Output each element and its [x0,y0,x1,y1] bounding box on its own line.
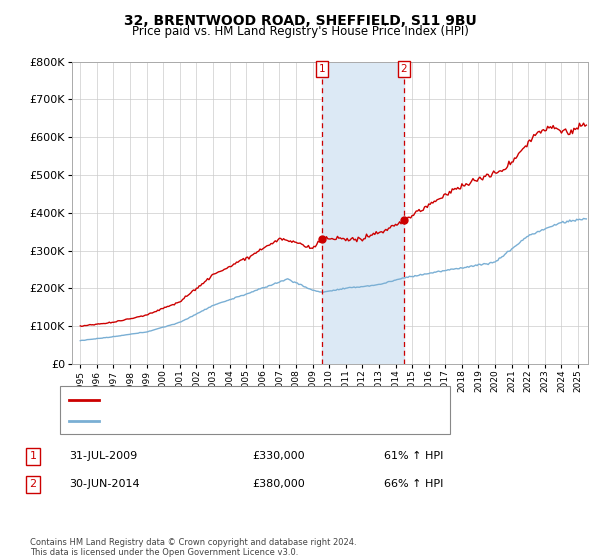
Text: Contains HM Land Registry data © Crown copyright and database right 2024.
This d: Contains HM Land Registry data © Crown c… [30,538,356,557]
Text: 61% ↑ HPI: 61% ↑ HPI [384,451,443,461]
Text: 30-JUN-2014: 30-JUN-2014 [69,479,140,489]
Text: 2: 2 [29,479,37,489]
Bar [322,62,404,364]
Text: Price paid vs. HM Land Registry's House Price Index (HPI): Price paid vs. HM Land Registry's House … [131,25,469,38]
Text: 32, BRENTWOOD ROAD, SHEFFIELD, S11 9BU: 32, BRENTWOOD ROAD, SHEFFIELD, S11 9BU [124,14,476,28]
Text: £380,000: £380,000 [252,479,305,489]
Text: £330,000: £330,000 [252,451,305,461]
Text: 32, BRENTWOOD ROAD, SHEFFIELD, S11 9BU (detached house): 32, BRENTWOOD ROAD, SHEFFIELD, S11 9BU (… [105,395,436,405]
Text: 31-JUL-2009: 31-JUL-2009 [69,451,137,461]
Text: 2: 2 [401,64,407,74]
Text: 66% ↑ HPI: 66% ↑ HPI [384,479,443,489]
Text: 1: 1 [319,64,326,74]
Text: 1: 1 [29,451,37,461]
Text: HPI: Average price, detached house, Sheffield: HPI: Average price, detached house, Shef… [105,416,344,426]
